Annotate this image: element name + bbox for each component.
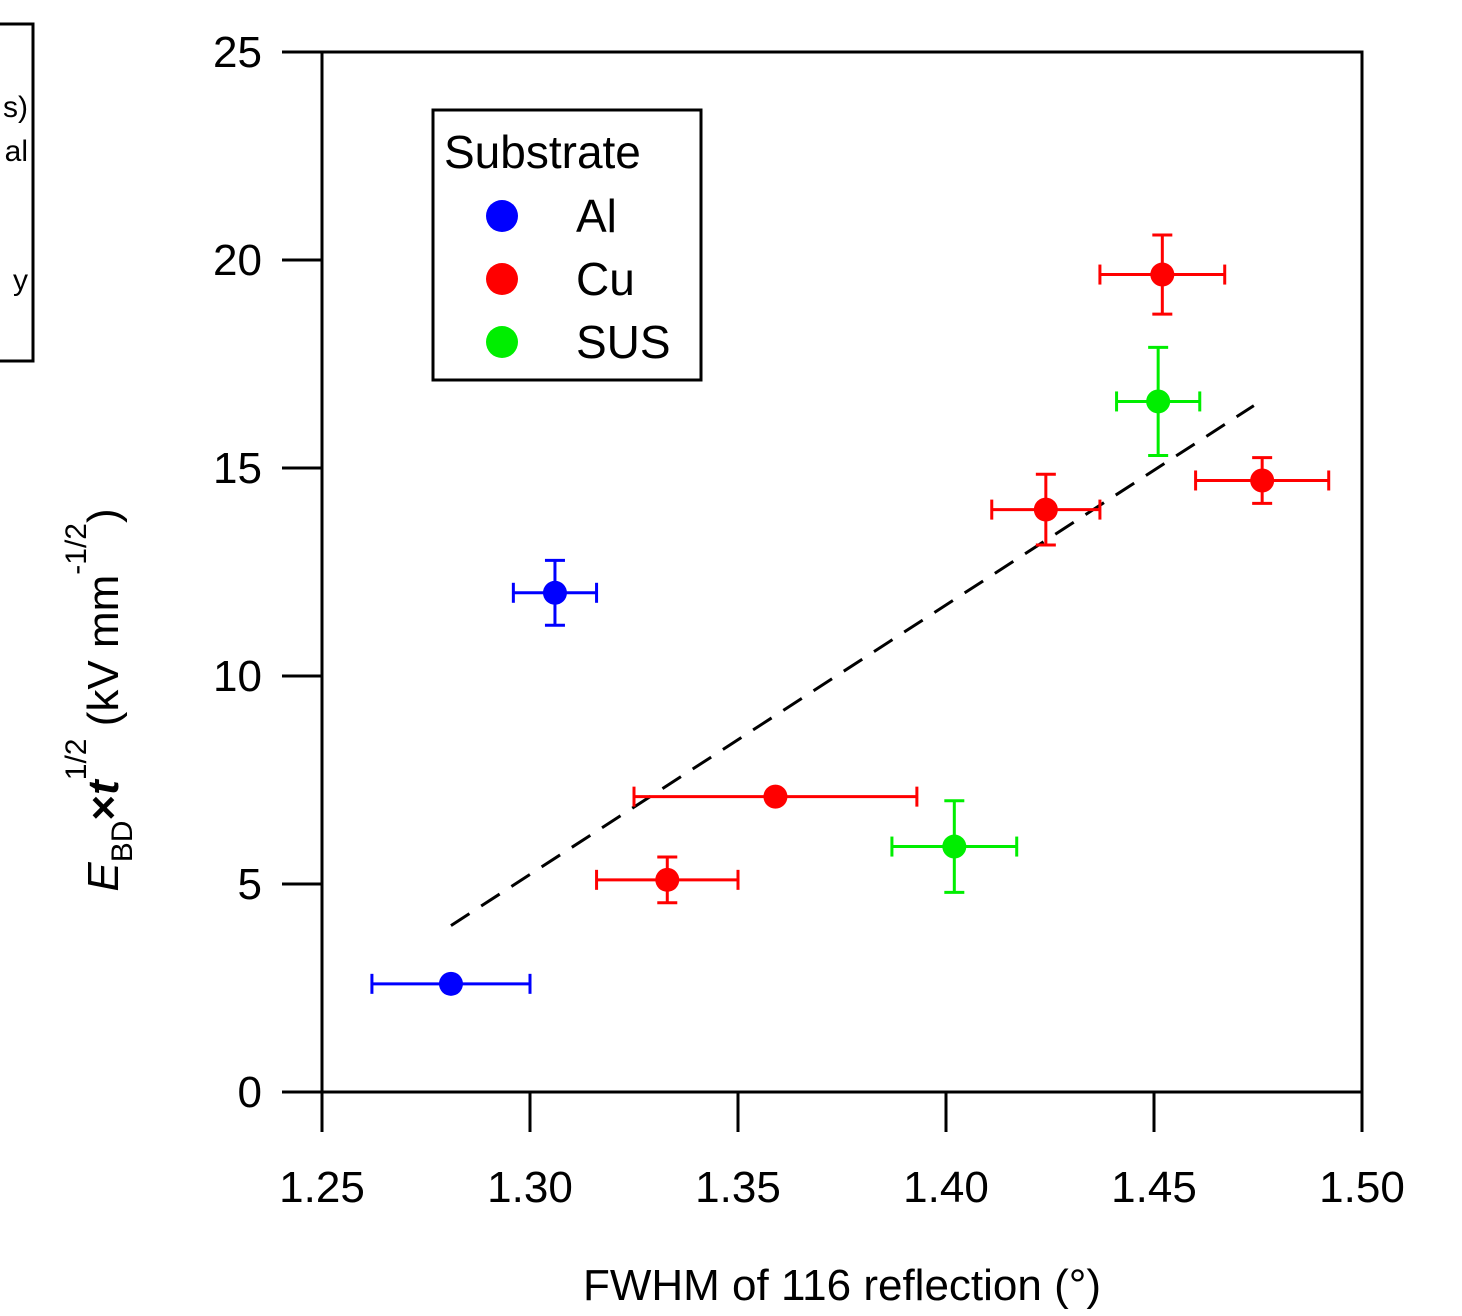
svg-text:EBD×t1/2 (kV mm-1/2): EBD×t1/2 (kV mm-1/2) (60, 508, 139, 891)
y-title-subscript: BD (106, 821, 139, 863)
cropped-neighbor-panel: s) al y (0, 22, 35, 363)
marker-cu (763, 784, 788, 809)
data-point-cu (595, 855, 740, 905)
legend-label-sus: SUS (576, 316, 671, 368)
data-point-cu (632, 784, 919, 809)
legend-label-cu: Cu (576, 253, 635, 305)
legend-marker-al (486, 200, 518, 232)
legend-marker-sus (486, 326, 518, 358)
x-tick-label: 1.40 (903, 1163, 989, 1212)
legend-title: Substrate (444, 126, 641, 178)
y-tick-label: 0 (238, 1068, 262, 1117)
x-tick-label: 1.35 (695, 1163, 781, 1212)
y-title-unit-exponent: -1/2 (60, 523, 93, 575)
y-tick-label: 10 (213, 652, 262, 701)
y-tick-label: 20 (213, 236, 262, 285)
y-title-symbol: E (79, 862, 128, 892)
data-point-sus (890, 799, 1019, 894)
y-title-unit: (kV mm (79, 575, 128, 739)
x-axis-title: FWHM of 116 reflection (°) (583, 1261, 1101, 1310)
y-title-times: × (79, 795, 128, 821)
data-point-cu (1098, 233, 1227, 316)
legend-label-al: Al (576, 190, 617, 242)
data-point-sus (1115, 345, 1202, 458)
marker-cu (1250, 468, 1275, 493)
data-point-al (370, 971, 532, 996)
data-point-cu (990, 472, 1102, 547)
cropped-panel-border (0, 22, 35, 363)
marker-al (438, 971, 463, 996)
y-title-unit-close: ) (79, 508, 128, 523)
y-tick-label: 15 (213, 444, 262, 493)
y-title-t: t (79, 778, 128, 795)
x-tick-label: 1.45 (1111, 1163, 1197, 1212)
legend-box (431, 108, 703, 382)
y-tick-label: 25 (213, 28, 262, 77)
marker-cu (1150, 262, 1175, 287)
marker-sus (1146, 389, 1171, 414)
data-layer (370, 233, 1331, 996)
x-axis: 1.25 1.30 1.35 1.40 1.45 1.50 (279, 1092, 1405, 1212)
plot-frame (320, 50, 1364, 1094)
x-tick-label: 1.30 (487, 1163, 573, 1212)
cropped-panel-text-1: s) (3, 91, 28, 124)
data-point-cu (1194, 456, 1331, 505)
marker-sus (942, 834, 967, 859)
cropped-panel-text-2: al (5, 135, 28, 168)
cropped-panel-text-3: y (13, 264, 28, 297)
fit-line (450, 404, 1255, 927)
y-tick-label: 5 (238, 860, 262, 909)
marker-cu (1033, 497, 1058, 522)
fit-layer (450, 404, 1255, 927)
legend: Substrate Al Cu SUS (431, 108, 703, 382)
x-tick-label: 1.25 (279, 1163, 365, 1212)
x-tick-label: 1.50 (1319, 1163, 1405, 1212)
legend-marker-cu (486, 263, 518, 295)
marker-cu (655, 867, 680, 892)
y-axis-title: EBD×t1/2 (kV mm-1/2) (60, 508, 139, 891)
data-point-al (511, 558, 599, 627)
marker-al (542, 580, 567, 605)
y-title-t-exponent: 1/2 (60, 739, 93, 781)
y-axis: 0 5 10 15 20 25 (213, 28, 322, 1117)
